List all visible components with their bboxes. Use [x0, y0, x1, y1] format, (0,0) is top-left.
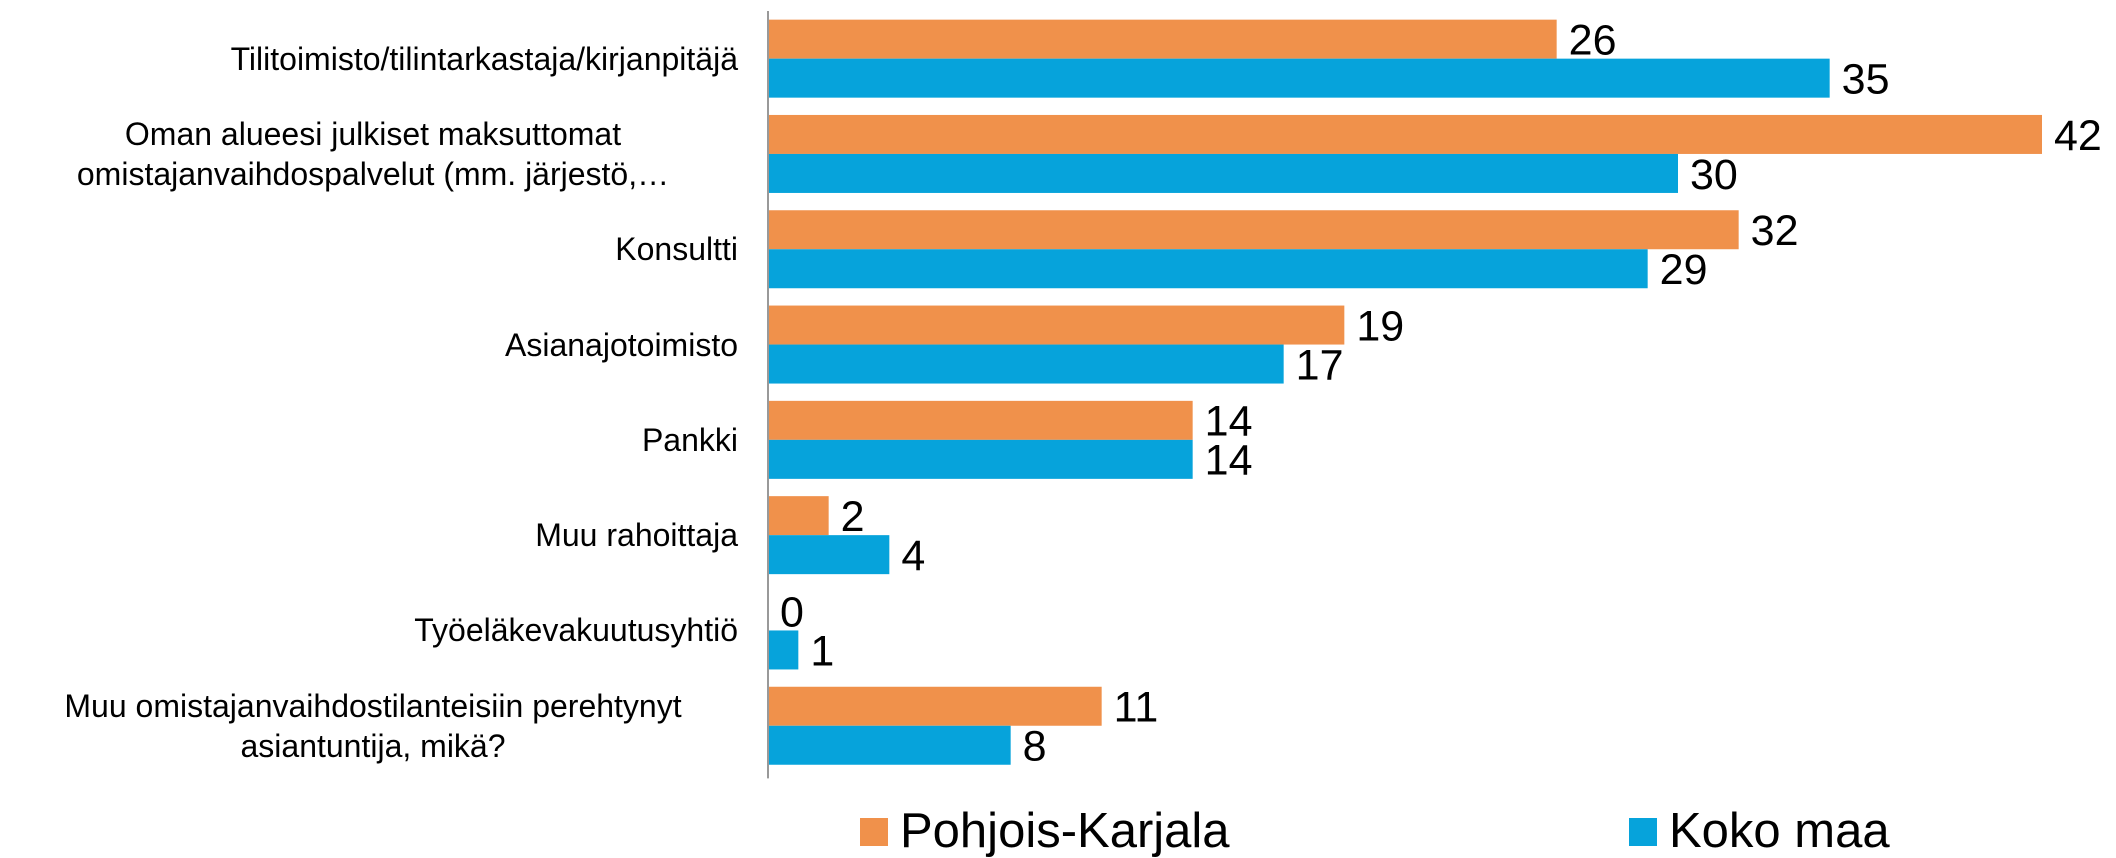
data-label: 26: [1569, 17, 1617, 65]
bar: [768, 210, 1739, 250]
bar: [768, 496, 829, 536]
category-text: Työeläkevakuutusyhtiö: [414, 612, 738, 649]
category-label: Oman alueesi julkiset maksuttomat omista…: [8, 106, 738, 201]
bar: [768, 439, 1193, 479]
data-label: 8: [1023, 723, 1047, 771]
data-label: 30: [1690, 151, 1738, 199]
legend-swatch: [860, 818, 888, 846]
category-label: Konsultti: [8, 202, 738, 297]
data-label: 17: [1296, 341, 1344, 389]
category-label: Työeläkevakuutusyhtiö: [8, 583, 738, 678]
bar: [768, 344, 1284, 384]
data-label: 14: [1205, 437, 1253, 485]
bar: [768, 249, 1648, 289]
bar: [768, 305, 1345, 345]
category-label: Pankki: [8, 392, 738, 487]
category-label: Tilitoimisto/tilintarkastaja/kirjanpitäj…: [8, 11, 738, 106]
bar: [768, 400, 1193, 440]
data-label: 4: [901, 532, 925, 580]
bar: [768, 535, 890, 575]
data-label: 2: [841, 493, 865, 541]
data-label: 1: [810, 627, 834, 675]
data-label: 35: [1842, 56, 1890, 104]
category-text: Oman alueesi julkiset maksuttomat omista…: [76, 115, 670, 192]
data-label: 0: [780, 588, 804, 636]
legend-swatch: [1629, 818, 1657, 846]
category-label: Asianajotoimisto: [8, 297, 738, 392]
bar: [768, 725, 1011, 765]
data-label: 19: [1356, 302, 1404, 350]
data-label: 32: [1751, 207, 1799, 255]
category-text: Asianajotoimisto: [505, 326, 738, 363]
category-text: Muu omistajanvaihdostilanteisiin perehty…: [64, 687, 682, 764]
bar: [768, 153, 1678, 193]
category-text: Pankki: [641, 421, 738, 458]
category-label: Muu omistajanvaihdostilanteisiin perehty…: [8, 678, 738, 773]
data-label: 29: [1660, 246, 1708, 294]
category-label: Muu rahoittaja: [8, 488, 738, 583]
bar: [768, 114, 2042, 154]
bar: [768, 630, 799, 670]
legend-label: Koko maa: [1669, 804, 1890, 858]
category-text: Muu rahoittaja: [535, 517, 738, 554]
legend-label: Pohjois-Karjala: [900, 804, 1230, 858]
category-text: Tilitoimisto/tilintarkastaja/kirjanpitäj…: [230, 40, 738, 77]
bar: [768, 686, 1102, 726]
bar: [768, 19, 1557, 59]
data-label: 11: [1114, 684, 1159, 732]
category-text: Konsultti: [615, 231, 738, 268]
data-label: 42: [2054, 112, 2102, 160]
bar: [768, 58, 1830, 98]
data-label: 14: [1205, 398, 1253, 446]
